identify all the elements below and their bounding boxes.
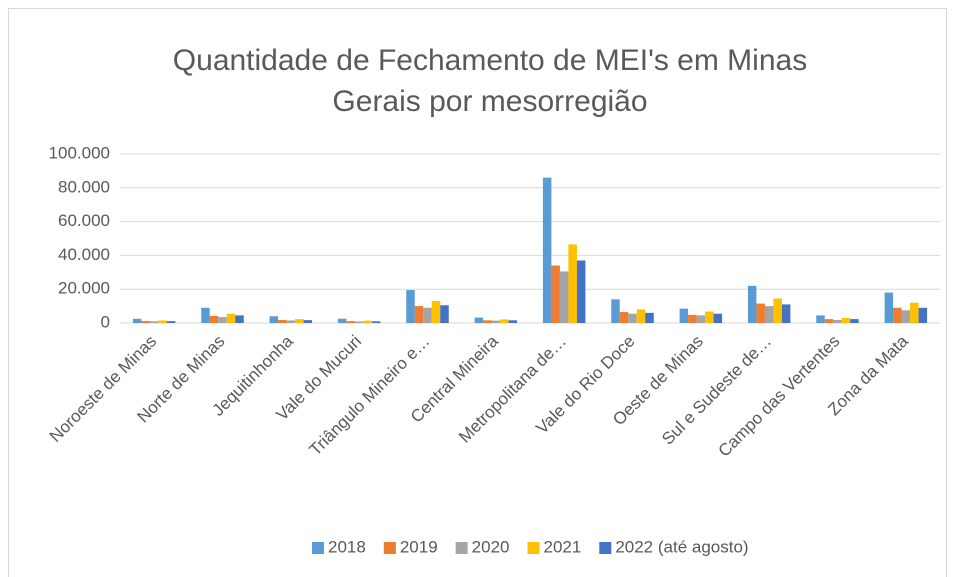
bar — [295, 319, 304, 323]
bar — [636, 309, 646, 323]
y-tick-label: 40.000 — [58, 245, 110, 264]
legend-swatch — [455, 542, 468, 554]
bar — [824, 319, 834, 323]
bar — [628, 313, 637, 323]
bar — [850, 319, 859, 323]
bar — [619, 312, 629, 323]
bar — [354, 321, 364, 323]
bar — [423, 307, 432, 323]
bar — [303, 320, 313, 323]
bar — [901, 310, 911, 323]
bar — [414, 306, 424, 323]
bar — [346, 321, 355, 323]
bar — [508, 320, 518, 323]
bar — [226, 313, 236, 323]
y-tick-label: 60.000 — [58, 211, 110, 230]
legend-swatch — [383, 542, 396, 554]
bar — [756, 303, 765, 323]
bar — [645, 312, 654, 323]
bar — [149, 321, 159, 323]
bar — [278, 319, 287, 323]
bar — [431, 301, 441, 323]
y-tick-label: 20.000 — [58, 279, 110, 298]
bar — [781, 304, 791, 323]
bar — [747, 285, 757, 323]
bar — [218, 317, 227, 323]
bar — [363, 320, 372, 323]
legend-swatch — [312, 542, 324, 554]
chart-title: Quantidade de Fechamento de MEI's em Min… — [173, 44, 807, 77]
bar — [551, 265, 560, 323]
bar — [568, 244, 577, 323]
bar — [705, 311, 714, 323]
bar — [910, 302, 919, 323]
legend-swatch — [599, 542, 612, 554]
bar — [491, 320, 501, 323]
bar — [235, 315, 244, 323]
bar — [893, 307, 902, 323]
bar — [337, 318, 347, 323]
bar — [688, 314, 697, 323]
legend-label: 2019 — [400, 537, 438, 556]
bar — [559, 271, 569, 323]
bar — [679, 308, 689, 323]
bar — [209, 315, 219, 323]
bar — [474, 317, 484, 323]
bar — [713, 313, 723, 323]
bar — [500, 319, 509, 323]
bar — [696, 315, 706, 323]
y-tick-label: 0 — [101, 312, 110, 331]
bar — [884, 292, 894, 323]
bar — [773, 298, 782, 323]
bar — [576, 260, 586, 323]
bar — [158, 320, 167, 323]
bar — [166, 321, 176, 323]
bar — [611, 299, 620, 323]
bar — [833, 319, 842, 323]
bar — [269, 316, 279, 323]
legend-label: 2022 (até agosto) — [615, 537, 748, 556]
legend-swatch — [527, 542, 540, 554]
bar — [371, 321, 381, 323]
legend-label: 2018 — [328, 537, 366, 556]
bar — [132, 318, 142, 323]
chart-title: Gerais por mesorregião — [332, 85, 647, 118]
y-tick-label: 80.000 — [58, 177, 110, 196]
legend-label: 2020 — [472, 537, 510, 556]
bar — [483, 320, 492, 323]
bar — [542, 177, 552, 323]
bar — [201, 307, 210, 323]
bar — [141, 320, 150, 323]
chart-border — [8, 8, 947, 577]
legend-label: 2021 — [543, 537, 581, 556]
bar — [406, 290, 415, 323]
bar — [841, 317, 851, 323]
bar — [440, 305, 449, 323]
bar — [918, 307, 928, 323]
bar — [764, 306, 774, 323]
bar — [816, 315, 825, 323]
bar — [286, 320, 296, 323]
y-tick-label: 100.000 — [49, 143, 110, 162]
